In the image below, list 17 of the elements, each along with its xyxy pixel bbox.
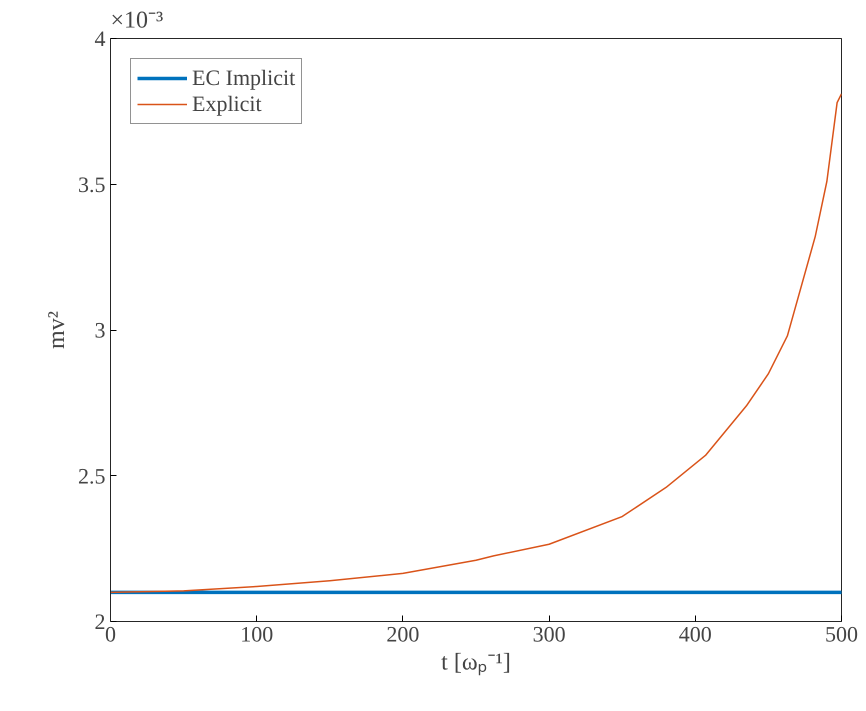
x-tick-label: 200 <box>386 622 420 646</box>
text: ×10⁻³ <box>110 8 164 34</box>
line-series <box>110 93 842 594</box>
x-tick-label: 400 <box>678 622 712 646</box>
y-tick-label: 2.5 <box>78 463 106 488</box>
y-tick-label: 2 <box>94 609 106 634</box>
x-tick-label: 300 <box>532 622 566 646</box>
x-tick-label: 0 <box>105 622 116 646</box>
x-tick-label: 100 <box>240 622 274 646</box>
legend-label: Explicit <box>192 91 262 117</box>
y-tick-label: 4 <box>94 26 106 51</box>
y-tick-label: 3.5 <box>78 172 106 197</box>
legend-label: EC Implicit <box>192 65 296 91</box>
x-tick-label: 500 <box>825 622 858 646</box>
x-axis-title: t [ωₚ⁻¹] <box>441 650 511 676</box>
y-tick-label: 3 <box>94 318 106 342</box>
y-axis-title: mv² <box>44 311 70 349</box>
